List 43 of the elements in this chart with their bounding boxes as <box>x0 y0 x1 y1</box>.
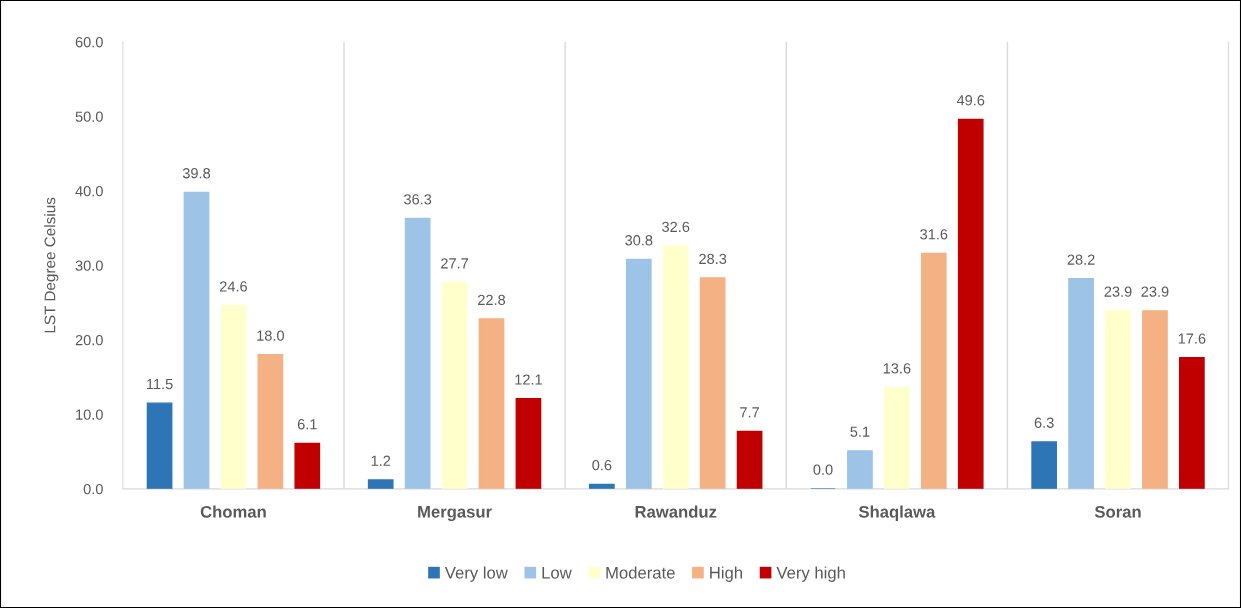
data-label: 5.1 <box>850 426 870 437</box>
y-axis-title: LST Degree Celsius <box>44 197 59 333</box>
legend-label: Very high <box>776 566 845 582</box>
data-label: 6.3 <box>1034 417 1054 428</box>
x-tick-label: Soran <box>1094 505 1141 518</box>
data-label: 0.0 <box>813 464 833 475</box>
data-label: 39.8 <box>182 168 211 179</box>
data-label: 7.7 <box>740 407 759 418</box>
y-tick-label: 10.0 <box>76 409 103 420</box>
data-label: 1.2 <box>371 455 391 466</box>
data-label: 28.2 <box>1067 254 1095 265</box>
data-label: 23.9 <box>1141 286 1169 297</box>
data-label: 0.6 <box>592 460 612 471</box>
x-tick-label: Mergasur <box>418 506 492 522</box>
data-label: 31.6 <box>920 229 948 240</box>
data-label: 12.1 <box>515 374 542 385</box>
data-label: 27.7 <box>441 258 469 269</box>
y-tick-label: 20.0 <box>75 334 103 346</box>
legend-label: High <box>710 566 742 582</box>
data-label: 28.3 <box>699 253 727 265</box>
data-label: 32.6 <box>662 221 690 233</box>
data-label: 36.3 <box>404 194 432 205</box>
y-tick-label: 50.0 <box>75 111 103 122</box>
data-label: 23.9 <box>1104 286 1132 297</box>
legend-label: Moderate <box>606 566 675 579</box>
data-label: 49.6 <box>956 95 985 106</box>
data-label: 18.0 <box>257 330 284 341</box>
data-label: 30.8 <box>625 235 653 246</box>
y-tick-label: 60.0 <box>75 37 103 48</box>
y-tick-label: 40.0 <box>75 186 103 197</box>
data-label: 11.5 <box>147 379 173 390</box>
x-tick-label: Rawanduz <box>635 505 717 518</box>
data-label: 13.6 <box>883 363 911 374</box>
legend-label: Very low <box>444 566 508 582</box>
data-label: 22.8 <box>478 294 506 306</box>
x-tick-label: Choman <box>200 505 266 518</box>
legend-label: Low <box>542 567 572 579</box>
y-tick-label: 30.0 <box>75 260 103 271</box>
y-tick-label: 0.0 <box>83 483 103 495</box>
data-label: 6.1 <box>297 419 317 430</box>
data-label: 24.6 <box>219 281 247 292</box>
data-label: 17.6 <box>1178 333 1206 344</box>
x-tick-label: Shaqlawa <box>858 505 936 522</box>
